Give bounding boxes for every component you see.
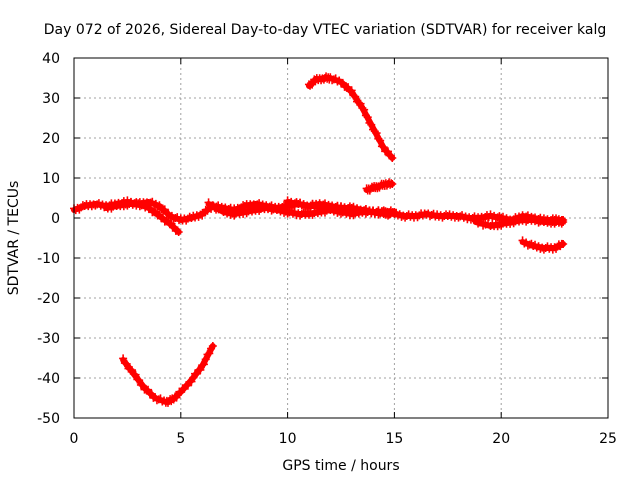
data-point <box>372 129 381 138</box>
data-point <box>144 385 153 394</box>
y-tick-label: -20 <box>37 291 60 307</box>
x-tick-label: 20 <box>492 431 510 447</box>
data-point <box>198 361 207 370</box>
data-point <box>370 127 379 136</box>
chart-title: Day 072 of 2026, Sidereal Day-to-day VTE… <box>44 22 606 38</box>
data-point <box>119 354 128 363</box>
y-tick-label: 40 <box>42 51 60 67</box>
x-axis-label: GPS time / hours <box>282 458 399 474</box>
tick-labels: 0 5 10 15 20 25 -50 -40 -30 -20 -10 0 10 20 30 40 <box>37 51 617 447</box>
y-tick-label: 10 <box>42 171 60 187</box>
y-tick-label: -30 <box>37 331 60 347</box>
data-point <box>131 370 140 379</box>
data-point <box>201 355 210 364</box>
series-trace-b <box>102 198 183 236</box>
plot-border <box>73 57 609 419</box>
x-tick-label: 15 <box>385 431 403 447</box>
data-point <box>141 203 150 212</box>
data-point <box>183 381 192 390</box>
data-point <box>388 154 397 162</box>
axis-ticks <box>73 57 609 419</box>
series-layer <box>70 72 568 407</box>
data-point <box>374 134 383 143</box>
data-point <box>146 204 155 213</box>
y-axis-label: SDTVAR / TECUs <box>6 181 22 296</box>
data-point <box>559 240 568 248</box>
series-trace-g <box>304 72 397 162</box>
data-point <box>192 369 201 378</box>
x-tick-label: 5 <box>176 431 185 447</box>
x-tick-label: 25 <box>599 431 617 447</box>
data-point <box>78 201 87 210</box>
data-point <box>155 201 164 210</box>
data-point <box>196 365 205 374</box>
data-point <box>205 349 214 358</box>
data-point <box>203 350 212 359</box>
data-point <box>365 118 374 127</box>
data-point <box>138 381 147 390</box>
data-point <box>361 111 370 120</box>
x-tick-label: 10 <box>279 431 297 447</box>
data-point <box>358 104 367 112</box>
data-point <box>173 226 182 235</box>
series-trace-f <box>471 214 568 231</box>
data-point <box>356 99 365 108</box>
y-tick-label: 20 <box>42 131 60 147</box>
data-point <box>559 218 568 226</box>
data-point <box>354 98 363 107</box>
data-point <box>174 228 183 236</box>
data-point <box>367 120 376 129</box>
data-point <box>128 366 137 375</box>
data-point <box>351 92 360 101</box>
y-tick-label: -40 <box>37 371 60 387</box>
data-point <box>349 91 358 100</box>
series-trace-i <box>518 236 568 254</box>
data-point <box>199 360 208 369</box>
data-point <box>347 86 356 95</box>
data-point <box>388 180 397 188</box>
data-point <box>338 78 347 87</box>
y-tick-label: 0 <box>51 211 60 227</box>
data-point <box>189 373 198 382</box>
data-point <box>208 342 217 350</box>
y-tick-label: 30 <box>42 91 60 107</box>
data-point <box>135 376 144 385</box>
y-tick-label: -50 <box>37 411 60 427</box>
data-point <box>160 205 169 214</box>
y-tick-label: -10 <box>37 251 60 267</box>
data-point <box>360 105 369 114</box>
data-point <box>376 136 385 145</box>
grid <box>74 58 608 418</box>
data-point <box>239 201 248 210</box>
data-point <box>363 113 372 122</box>
data-point <box>379 143 388 152</box>
series-trace-h <box>362 178 397 195</box>
x-tick-label: 0 <box>70 431 79 447</box>
data-point <box>333 77 342 86</box>
series-trace-j <box>119 342 217 407</box>
series-trace-d <box>283 196 388 218</box>
data-point <box>383 147 392 156</box>
data-point <box>377 142 386 151</box>
data-point <box>122 359 131 368</box>
data-point <box>169 214 178 223</box>
data-point <box>557 219 566 228</box>
data-point <box>187 377 196 386</box>
